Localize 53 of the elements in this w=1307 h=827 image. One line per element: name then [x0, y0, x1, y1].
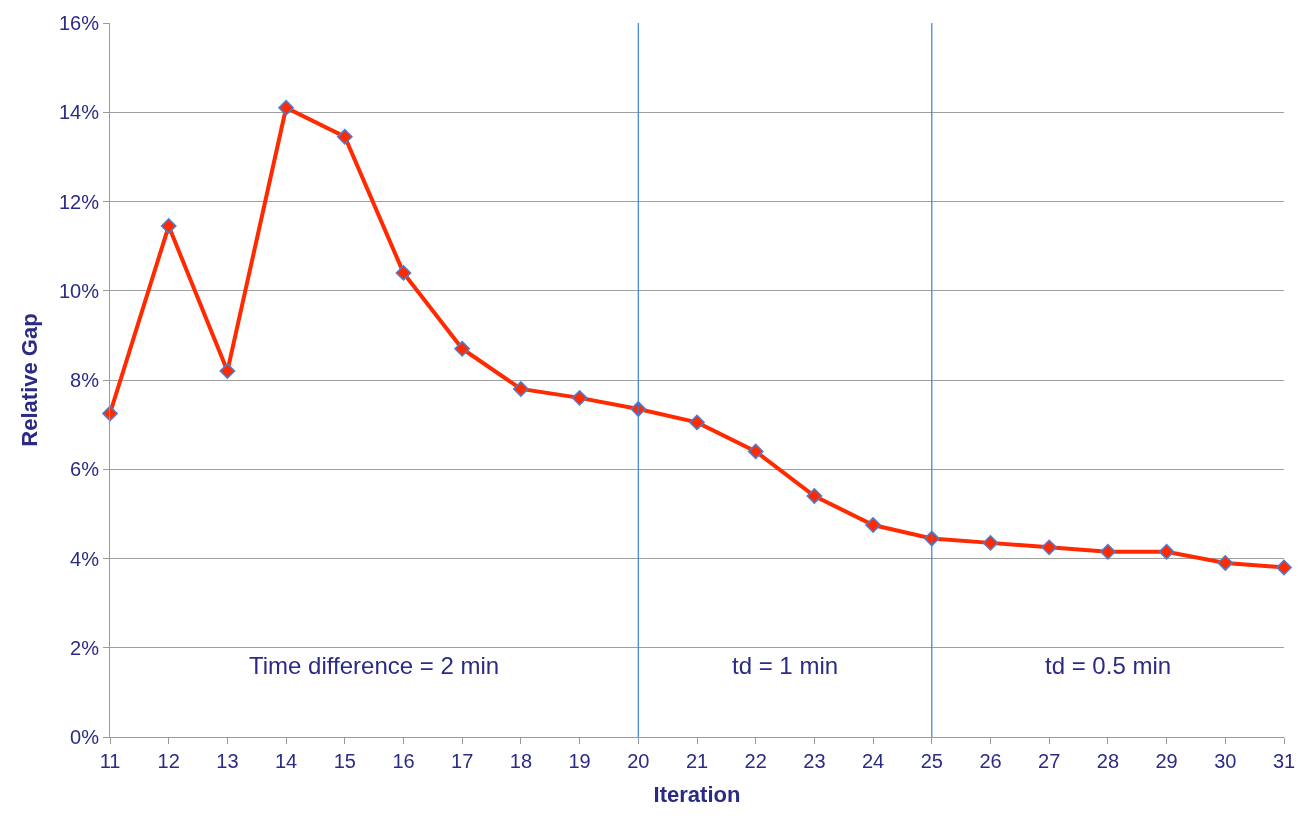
y-tick-label: 2% — [70, 636, 100, 659]
y-tick-label: 8% — [70, 369, 100, 391]
point — [513, 381, 529, 397]
point — [336, 128, 353, 145]
y-tick-label: 4% — [70, 547, 100, 570]
x-tick-label: 30 — [1214, 750, 1237, 772]
point — [865, 517, 881, 533]
y-tick-label: 14% — [58, 101, 100, 124]
point — [1100, 543, 1116, 560]
annotation: td = 0.5 min — [1045, 652, 1172, 679]
x-tick-label: 22 — [744, 750, 767, 772]
x-tick-label: 16 — [392, 750, 415, 772]
x-tick-label: 12 — [157, 750, 180, 772]
point — [454, 340, 471, 357]
y-tick-label: 12% — [58, 190, 100, 213]
y-tick-label: 6% — [70, 458, 100, 481]
point — [278, 99, 294, 116]
point — [1217, 555, 1234, 571]
point — [689, 414, 705, 431]
x-tick-label: 13 — [216, 750, 239, 772]
x-tick-label: 24 — [861, 750, 885, 772]
point — [747, 443, 764, 460]
x-tick-label: 29 — [1155, 750, 1178, 772]
y-tick-label: 16% — [58, 12, 100, 34]
x-tick-label: 11 — [99, 750, 121, 772]
x-tick-label: 26 — [979, 750, 1002, 772]
x-tick-label: 17 — [451, 750, 474, 772]
x-tick-label: 21 — [685, 750, 709, 772]
x-tick-label: 19 — [568, 750, 591, 772]
x-tick-label: 14 — [274, 750, 298, 772]
point — [806, 488, 823, 504]
annotation: td = 1 min — [732, 652, 839, 679]
y-tick-label: 0% — [70, 726, 100, 748]
point — [395, 265, 412, 281]
x-axis-title: Iteration — [653, 781, 741, 807]
x-tick-label: 15 — [333, 750, 356, 772]
point — [1276, 559, 1292, 576]
y-axis-title: Relative Gap — [16, 313, 42, 447]
x-tick-label: 20 — [627, 750, 650, 772]
point — [160, 218, 177, 234]
point — [1158, 543, 1175, 560]
x-tick-label: 27 — [1038, 750, 1061, 772]
x-tick-label: 31 — [1272, 750, 1296, 772]
point — [1041, 539, 1058, 556]
point — [219, 363, 236, 379]
y-tick-label: 10% — [58, 279, 100, 302]
point — [982, 534, 999, 551]
x-tick-label: 25 — [920, 750, 943, 772]
x-tick-label: 28 — [1096, 750, 1120, 772]
point — [571, 389, 588, 406]
x-tick-label: 18 — [509, 750, 533, 772]
annotation: Time difference = 2 min — [249, 652, 500, 679]
x-tick-label: 23 — [803, 750, 826, 772]
